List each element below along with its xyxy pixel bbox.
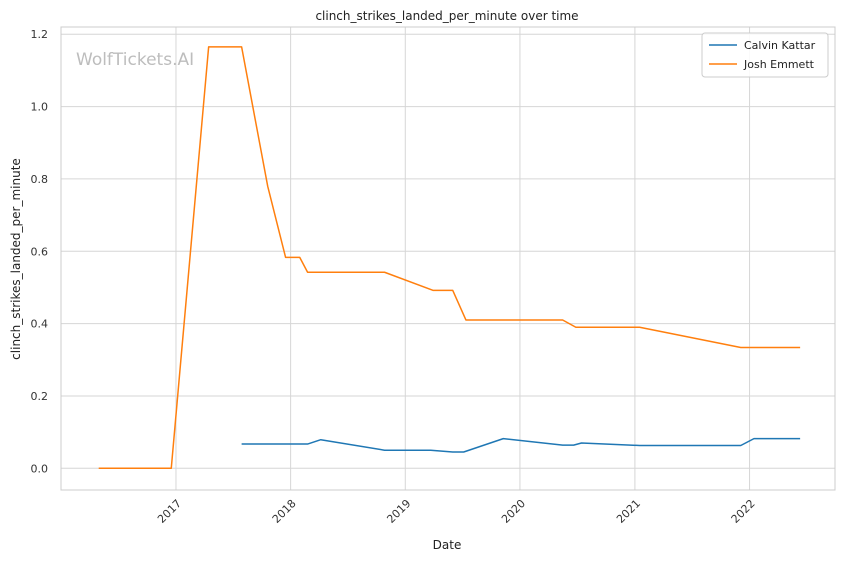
- legend: Calvin Kattar Josh Emmett: [701, 32, 829, 78]
- x-axis-title: Date: [433, 538, 462, 552]
- legend-label-josh-emmett: Josh Emmett: [743, 58, 815, 71]
- series-line-josh-emmett: [98, 46, 801, 470]
- watermark-text: WolfTickets.AI: [76, 50, 194, 70]
- y-axis-title: clinch_strikes_landed_per_minute: [9, 158, 23, 360]
- grid: [61, 27, 835, 490]
- legend-box: [701, 32, 829, 78]
- y-tick-label: 0.8: [31, 173, 49, 186]
- y-tick-label: 0.4: [31, 318, 49, 331]
- chart-title: clinch_strikes_landed_per_minute over ti…: [315, 9, 578, 23]
- plot-frame: [60, 26, 836, 491]
- y-tick-label: 1.0: [31, 101, 49, 114]
- series-line-calvin-kattar: [241, 437, 801, 453]
- series-lines: [98, 46, 801, 470]
- y-tick-label: 0.0: [31, 462, 49, 475]
- y-tick-label: 1.2: [31, 28, 49, 41]
- y-axis-ticks: 0.0 0.2 0.4 0.6 0.8 1.0 1.2: [31, 28, 49, 475]
- legend-label-calvin-kattar: Calvin Kattar: [744, 39, 816, 52]
- y-tick-label: 0.2: [31, 390, 49, 403]
- y-tick-label: 0.6: [31, 245, 49, 258]
